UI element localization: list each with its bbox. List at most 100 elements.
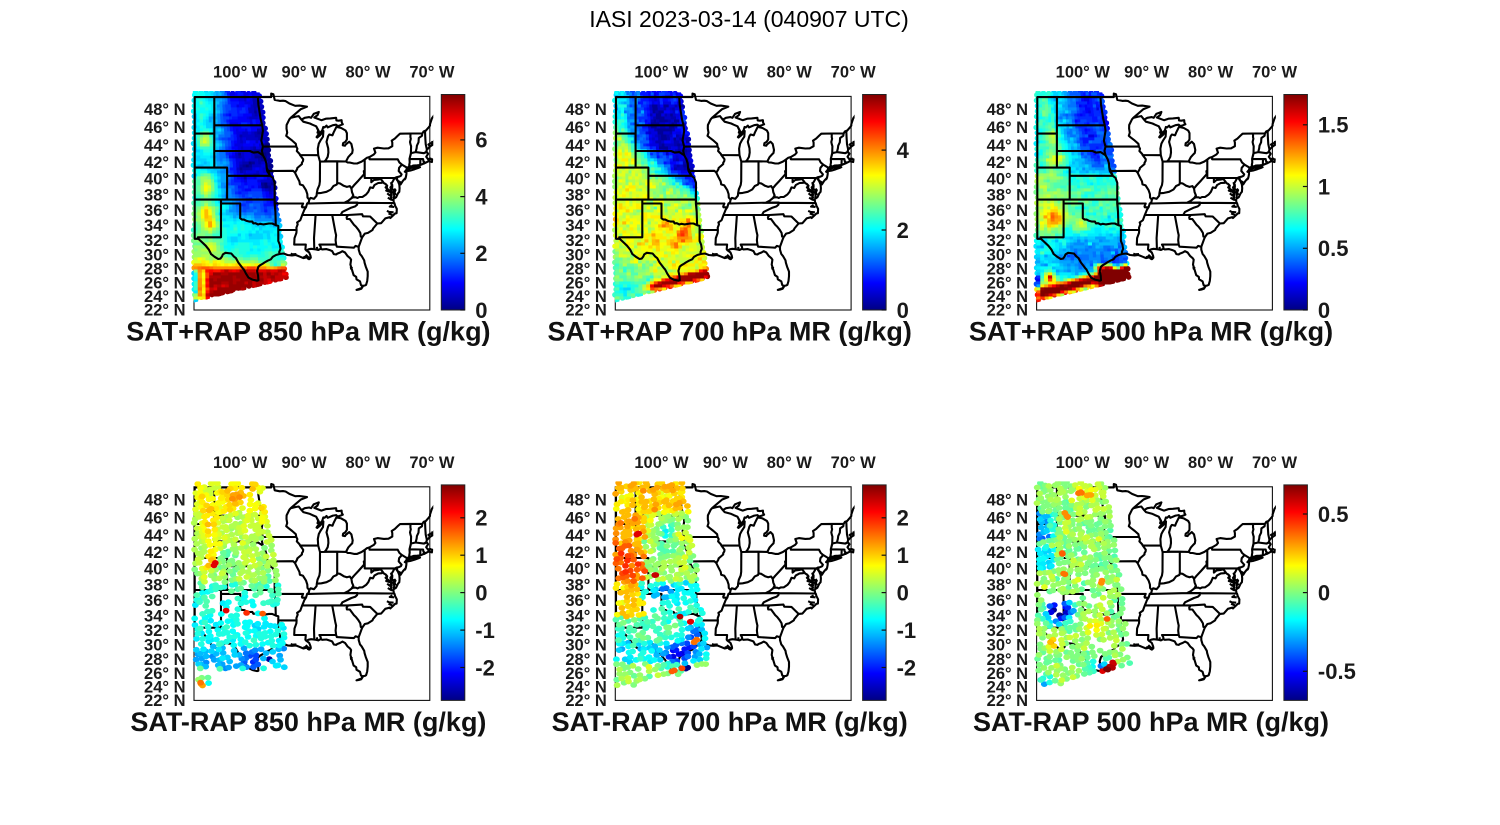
svg-text:26° N: 26° N xyxy=(987,665,1028,683)
svg-text:28° N: 28° N xyxy=(565,651,606,669)
svg-text:24° N: 24° N xyxy=(144,679,185,697)
svg-text:80° W: 80° W xyxy=(345,64,391,82)
svg-text:90° W: 90° W xyxy=(703,64,749,82)
svg-text:46° N: 46° N xyxy=(565,119,606,137)
svg-text:-2: -2 xyxy=(475,655,495,680)
svg-text:90° W: 90° W xyxy=(1124,64,1170,82)
svg-text:90° W: 90° W xyxy=(282,64,328,82)
svg-text:90° W: 90° W xyxy=(282,454,328,472)
svg-text:22° N: 22° N xyxy=(144,302,185,320)
svg-text:34° N: 34° N xyxy=(565,607,606,625)
svg-text:28° N: 28° N xyxy=(144,651,185,669)
svg-text:80° W: 80° W xyxy=(1188,454,1234,472)
svg-text:40° N: 40° N xyxy=(144,170,185,188)
svg-text:42° N: 42° N xyxy=(565,544,606,562)
svg-text:34° N: 34° N xyxy=(987,217,1028,235)
svg-text:36° N: 36° N xyxy=(565,592,606,610)
svg-text:32° N: 32° N xyxy=(987,232,1028,250)
svg-text:42° N: 42° N xyxy=(144,154,185,172)
svg-text:4: 4 xyxy=(897,138,910,163)
svg-text:26° N: 26° N xyxy=(144,665,185,683)
svg-text:-1: -1 xyxy=(897,618,917,643)
svg-text:-0.5: -0.5 xyxy=(1318,659,1356,684)
svg-text:SAT-RAP 700 hPa MR (g/kg): SAT-RAP 700 hPa MR (g/kg) xyxy=(552,707,908,737)
svg-text:22° N: 22° N xyxy=(987,692,1028,710)
svg-text:80° W: 80° W xyxy=(767,64,813,82)
svg-text:100° W: 100° W xyxy=(1056,64,1111,82)
svg-text:44° N: 44° N xyxy=(144,137,185,155)
svg-text:34° N: 34° N xyxy=(144,217,185,235)
svg-text:4: 4 xyxy=(475,184,488,209)
svg-text:24° N: 24° N xyxy=(987,679,1028,697)
svg-text:22° N: 22° N xyxy=(565,302,606,320)
svg-text:30° N: 30° N xyxy=(144,246,185,264)
svg-text:46° N: 46° N xyxy=(144,510,185,528)
svg-text:2: 2 xyxy=(475,506,487,531)
svg-text:22° N: 22° N xyxy=(987,302,1028,320)
svg-text:42° N: 42° N xyxy=(144,544,185,562)
svg-text:44° N: 44° N xyxy=(565,527,606,545)
svg-text:42° N: 42° N xyxy=(987,154,1028,172)
svg-text:32° N: 32° N xyxy=(144,622,185,640)
svg-text:42° N: 42° N xyxy=(565,154,606,172)
svg-text:24° N: 24° N xyxy=(144,288,185,306)
svg-text:44° N: 44° N xyxy=(987,527,1028,545)
svg-text:44° N: 44° N xyxy=(144,527,185,545)
svg-text:SAT-RAP 850 hPa MR (g/kg): SAT-RAP 850 hPa MR (g/kg) xyxy=(130,707,486,737)
svg-text:26° N: 26° N xyxy=(144,275,185,293)
svg-text:36° N: 36° N xyxy=(144,592,185,610)
svg-text:0: 0 xyxy=(475,580,487,605)
svg-text:70° W: 70° W xyxy=(831,454,877,472)
svg-text:34° N: 34° N xyxy=(565,217,606,235)
svg-text:38° N: 38° N xyxy=(565,577,606,595)
svg-text:22° N: 22° N xyxy=(144,692,185,710)
svg-text:38° N: 38° N xyxy=(565,186,606,204)
svg-text:SAT+RAP 700 hPa MR (g/kg): SAT+RAP 700 hPa MR (g/kg) xyxy=(548,317,912,347)
svg-text:26° N: 26° N xyxy=(565,665,606,683)
svg-text:48° N: 48° N xyxy=(987,101,1028,119)
svg-text:SAT-RAP 500 hPa MR (g/kg): SAT-RAP 500 hPa MR (g/kg) xyxy=(973,707,1329,737)
svg-text:2: 2 xyxy=(897,506,909,531)
svg-text:34° N: 34° N xyxy=(987,607,1028,625)
svg-text:70° W: 70° W xyxy=(831,64,877,82)
svg-text:0: 0 xyxy=(897,298,909,323)
svg-text:48° N: 48° N xyxy=(565,491,606,509)
svg-text:2: 2 xyxy=(475,241,487,266)
svg-text:36° N: 36° N xyxy=(987,202,1028,220)
svg-text:0: 0 xyxy=(1318,580,1330,605)
svg-text:30° N: 30° N xyxy=(565,637,606,655)
svg-text:28° N: 28° N xyxy=(565,261,606,279)
svg-text:34° N: 34° N xyxy=(144,607,185,625)
svg-text:0.5: 0.5 xyxy=(1318,236,1349,261)
svg-text:32° N: 32° N xyxy=(987,622,1028,640)
svg-text:100° W: 100° W xyxy=(213,454,268,472)
svg-text:-2: -2 xyxy=(897,655,917,680)
svg-text:0.5: 0.5 xyxy=(1318,502,1349,527)
svg-text:48° N: 48° N xyxy=(987,491,1028,509)
svg-text:38° N: 38° N xyxy=(987,186,1028,204)
svg-text:100° W: 100° W xyxy=(213,64,268,82)
svg-text:SAT+RAP 850 hPa MR (g/kg): SAT+RAP 850 hPa MR (g/kg) xyxy=(126,317,490,347)
svg-text:70° W: 70° W xyxy=(409,454,455,472)
svg-text:1: 1 xyxy=(1318,174,1330,199)
svg-text:70° W: 70° W xyxy=(409,64,455,82)
svg-text:46° N: 46° N xyxy=(987,119,1028,137)
svg-text:90° W: 90° W xyxy=(1124,454,1170,472)
svg-text:22° N: 22° N xyxy=(565,692,606,710)
svg-text:30° N: 30° N xyxy=(144,637,185,655)
svg-text:28° N: 28° N xyxy=(987,651,1028,669)
svg-text:28° N: 28° N xyxy=(987,261,1028,279)
svg-text:40° N: 40° N xyxy=(987,170,1028,188)
svg-text:24° N: 24° N xyxy=(987,288,1028,306)
svg-text:IASI 2023-03-14 (040907 UTC): IASI 2023-03-14 (040907 UTC) xyxy=(589,6,909,32)
svg-text:36° N: 36° N xyxy=(987,592,1028,610)
svg-text:40° N: 40° N xyxy=(565,170,606,188)
svg-text:32° N: 32° N xyxy=(565,622,606,640)
svg-text:26° N: 26° N xyxy=(987,275,1028,293)
svg-text:90° W: 90° W xyxy=(703,454,749,472)
svg-text:44° N: 44° N xyxy=(987,137,1028,155)
svg-text:80° W: 80° W xyxy=(1188,64,1234,82)
svg-text:24° N: 24° N xyxy=(565,679,606,697)
svg-text:100° W: 100° W xyxy=(1056,454,1111,472)
svg-text:48° N: 48° N xyxy=(565,101,606,119)
